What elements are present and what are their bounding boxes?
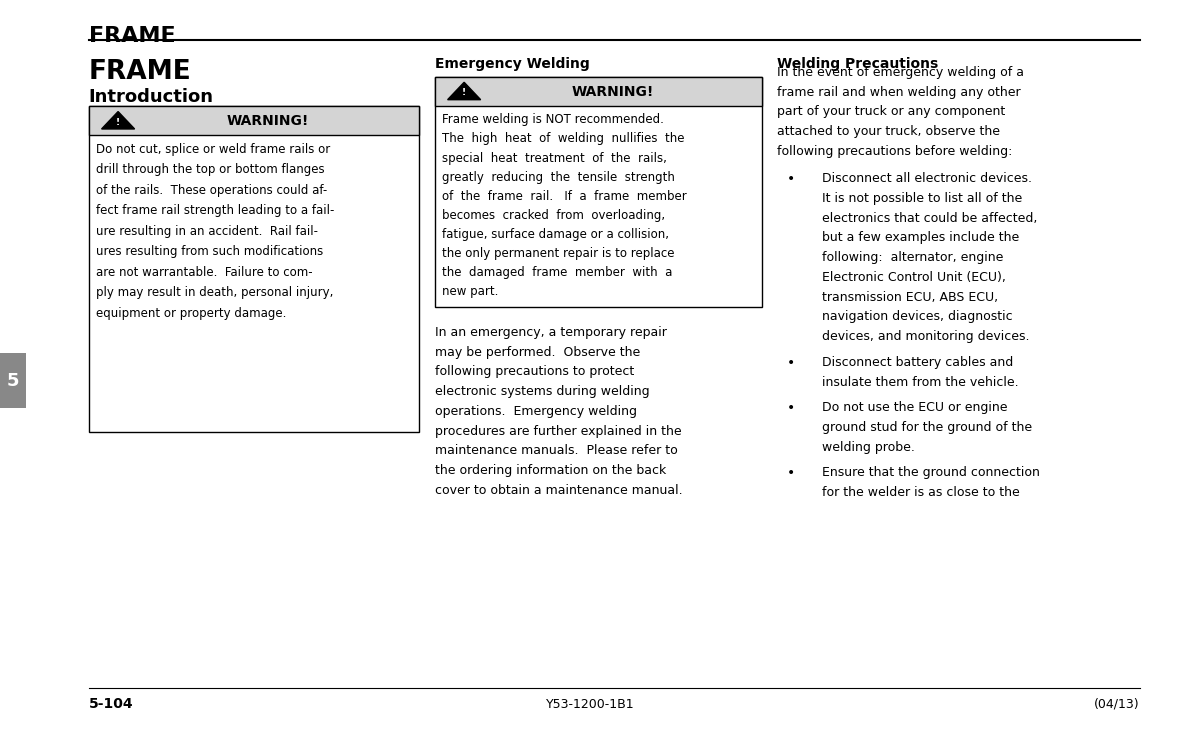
Text: navigation devices, diagnostic: navigation devices, diagnostic [822,310,1012,324]
Text: Ensure that the ground connection: Ensure that the ground connection [822,466,1039,479]
Text: ures resulting from such modifications: ures resulting from such modifications [96,245,322,258]
Text: ure resulting in an accident.  Rail fail-: ure resulting in an accident. Rail fail- [96,225,318,238]
Text: devices, and monitoring devices.: devices, and monitoring devices. [822,330,1030,343]
Text: of the rails.  These operations could af-: of the rails. These operations could af- [96,184,327,197]
Text: special  heat  treatment  of  the  rails,: special heat treatment of the rails, [442,152,666,165]
Text: following:  alternator, engine: following: alternator, engine [822,251,1004,264]
Text: but a few examples include the: but a few examples include the [822,231,1019,244]
Bar [89,106,419,135]
Text: drill through the top or bottom flanges: drill through the top or bottom flanges [96,163,325,176]
Bar [435,77,762,106]
Text: !: ! [462,89,466,97]
Text: Do not use the ECU or engine: Do not use the ECU or engine [822,401,1007,414]
Polygon shape [102,111,135,129]
Text: Electronic Control Unit (ECU),: Electronic Control Unit (ECU), [822,271,1006,284]
Text: WARNING!: WARNING! [227,113,309,128]
Text: The  high  heat  of  welding  nullifies  the: The high heat of welding nullifies the [442,132,684,146]
Text: Y53-1200-1B1: Y53-1200-1B1 [546,698,635,711]
Bar [89,106,419,432]
Text: •: • [787,401,795,415]
Text: electronics that could be affected,: electronics that could be affected, [822,212,1037,225]
Text: ply may result in death, personal injury,: ply may result in death, personal injury… [96,286,333,299]
Text: may be performed.  Observe the: may be performed. Observe the [435,346,640,359]
Text: Emergency Welding: Emergency Welding [435,57,589,71]
Text: •: • [787,356,795,370]
Text: •: • [787,466,795,480]
Text: equipment or property damage.: equipment or property damage. [96,307,286,320]
Text: electronic systems during welding: electronic systems during welding [435,385,650,398]
Text: transmission ECU, ABS ECU,: transmission ECU, ABS ECU, [822,291,998,304]
Text: (04/13): (04/13) [1094,698,1140,711]
Text: following precautions to protect: following precautions to protect [435,365,634,378]
Text: cover to obtain a maintenance manual.: cover to obtain a maintenance manual. [435,484,683,497]
Text: Do not cut, splice or weld frame rails or: Do not cut, splice or weld frame rails o… [96,143,329,156]
Text: FRAME: FRAME [89,59,191,85]
Text: operations.  Emergency welding: operations. Emergency welding [435,405,637,418]
Text: ground stud for the ground of the: ground stud for the ground of the [822,421,1032,434]
Text: of  the  frame  rail.   If  a  frame  member: of the frame rail. If a frame member [442,190,686,203]
Text: In the event of emergency welding of a: In the event of emergency welding of a [777,66,1024,79]
Text: WARNING!: WARNING! [572,84,653,99]
Text: procedures are further explained in the: procedures are further explained in the [435,425,681,438]
Text: fatigue, surface damage or a collision,: fatigue, surface damage or a collision, [442,228,668,241]
Text: •: • [787,172,795,186]
Bar [435,77,762,307]
Text: becomes  cracked  from  overloading,: becomes cracked from overloading, [442,209,665,222]
Text: attached to your truck, observe the: attached to your truck, observe the [777,125,1000,138]
Text: Welding Precautions: Welding Precautions [777,57,939,71]
Text: Introduction: Introduction [89,88,214,106]
Text: insulate them from the vehicle.: insulate them from the vehicle. [822,376,1018,389]
Bar [0,354,26,408]
Text: FRAME: FRAME [89,26,175,45]
Text: In an emergency, a temporary repair: In an emergency, a temporary repair [435,326,666,339]
Text: the  damaged  frame  member  with  a: the damaged frame member with a [442,266,672,279]
Text: the ordering information on the back: the ordering information on the back [435,464,666,477]
Text: are not warrantable.  Failure to com-: are not warrantable. Failure to com- [96,266,312,279]
Text: part of your truck or any component: part of your truck or any component [777,105,1005,119]
Text: the only permanent repair is to replace: the only permanent repair is to replace [442,247,674,260]
Text: for the welder is as close to the: for the welder is as close to the [822,486,1019,499]
Text: fect frame rail strength leading to a fail-: fect frame rail strength leading to a fa… [96,204,334,217]
Polygon shape [448,82,481,100]
Text: maintenance manuals.  Please refer to: maintenance manuals. Please refer to [435,444,678,458]
Text: following precautions before welding:: following precautions before welding: [777,145,1012,158]
Text: Frame welding is NOT recommended.: Frame welding is NOT recommended. [442,113,664,127]
Text: !: ! [116,118,120,127]
Text: Disconnect battery cables and: Disconnect battery cables and [822,356,1013,369]
Text: new part.: new part. [442,285,498,298]
Text: greatly  reducing  the  tensile  strength: greatly reducing the tensile strength [442,171,674,184]
Text: 5: 5 [7,372,19,389]
Text: 5-104: 5-104 [89,697,133,712]
Text: It is not possible to list all of the: It is not possible to list all of the [822,192,1023,205]
Text: frame rail and when welding any other: frame rail and when welding any other [777,86,1020,99]
Text: Disconnect all electronic devices.: Disconnect all electronic devices. [822,172,1032,185]
Text: welding probe.: welding probe. [822,441,915,454]
